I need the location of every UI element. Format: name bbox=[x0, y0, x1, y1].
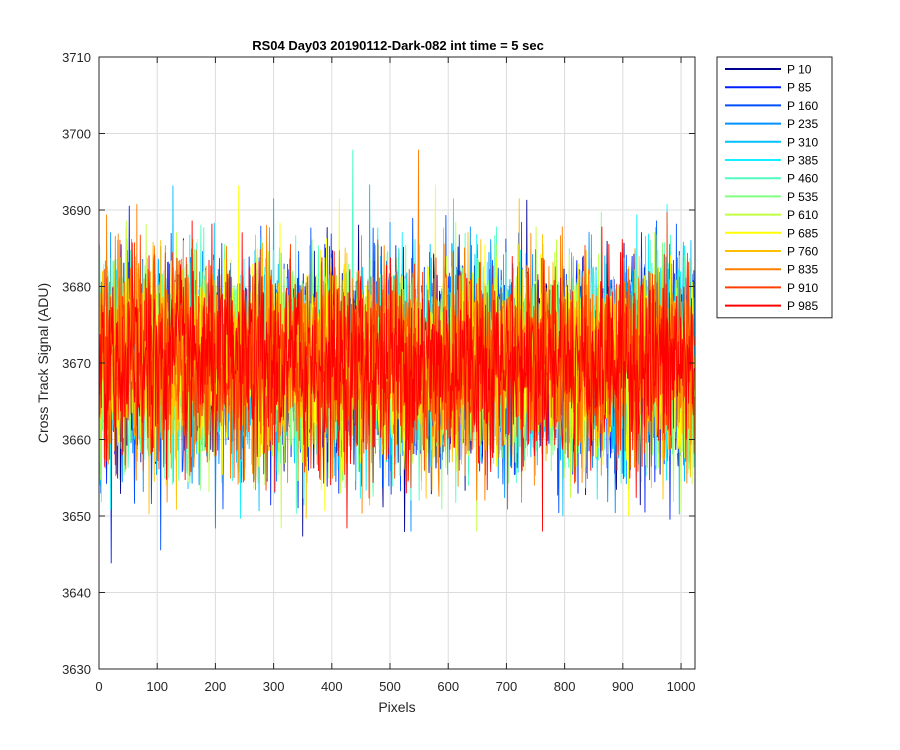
y-tick-label: 3680 bbox=[62, 280, 91, 295]
legend-label: P 760 bbox=[787, 245, 818, 259]
legend-label: P 835 bbox=[787, 263, 818, 277]
y-tick-label: 3660 bbox=[62, 433, 91, 448]
legend-label: P 685 bbox=[787, 226, 818, 240]
x-tick-label: 700 bbox=[496, 679, 518, 694]
x-tick-label: 100 bbox=[146, 679, 168, 694]
legend-label: P 535 bbox=[787, 190, 818, 204]
x-tick-label: 300 bbox=[263, 679, 285, 694]
y-tick-label: 3640 bbox=[62, 586, 91, 601]
legend-label: P 910 bbox=[787, 281, 818, 295]
series-layer bbox=[99, 149, 695, 564]
y-tick-label: 3630 bbox=[62, 662, 91, 677]
y-tick-label: 3700 bbox=[62, 127, 91, 142]
x-tick-label: 500 bbox=[379, 679, 401, 694]
x-tick-label: 900 bbox=[612, 679, 634, 694]
legend-label: P 235 bbox=[787, 117, 818, 131]
x-tick-label: 800 bbox=[554, 679, 576, 694]
x-axis-label: Pixels bbox=[378, 699, 415, 715]
y-tick-label: 3690 bbox=[62, 203, 91, 218]
x-tick-label: 0 bbox=[95, 679, 102, 694]
legend-label: P 385 bbox=[787, 154, 818, 168]
legend-label: P 310 bbox=[787, 135, 818, 149]
y-tick-label: 3650 bbox=[62, 509, 91, 524]
legend-label: P 985 bbox=[787, 299, 818, 313]
axis-ticks: 0 100 200 300 400 500 600 700 800 900 1000 3630 3640… bbox=[62, 50, 695, 694]
legend-label: P 460 bbox=[787, 172, 818, 186]
legend: P 10 P 85 P 160 P 235 P 310 P 385 P 460 P 535 P … bbox=[716, 56, 833, 319]
y-axis-label: Cross Track Signal (ADU) bbox=[35, 283, 51, 443]
legend-label: P 10 bbox=[787, 63, 812, 77]
chart-title: RS04 Day03 20190112-Dark-082 int time = … bbox=[252, 38, 544, 53]
legend-label: P 85 bbox=[787, 81, 812, 95]
legend-label: P 160 bbox=[787, 99, 818, 113]
y-tick-label: 3710 bbox=[62, 50, 91, 65]
legend-box bbox=[716, 56, 833, 319]
x-tick-label: 200 bbox=[205, 679, 227, 694]
x-tick-label: 400 bbox=[321, 679, 343, 694]
x-tick-label: 1000 bbox=[667, 679, 696, 694]
x-tick-label: 600 bbox=[437, 679, 459, 694]
series-line bbox=[99, 220, 695, 532]
y-tick-label: 3670 bbox=[62, 356, 91, 371]
legend-label: P 610 bbox=[787, 208, 818, 222]
